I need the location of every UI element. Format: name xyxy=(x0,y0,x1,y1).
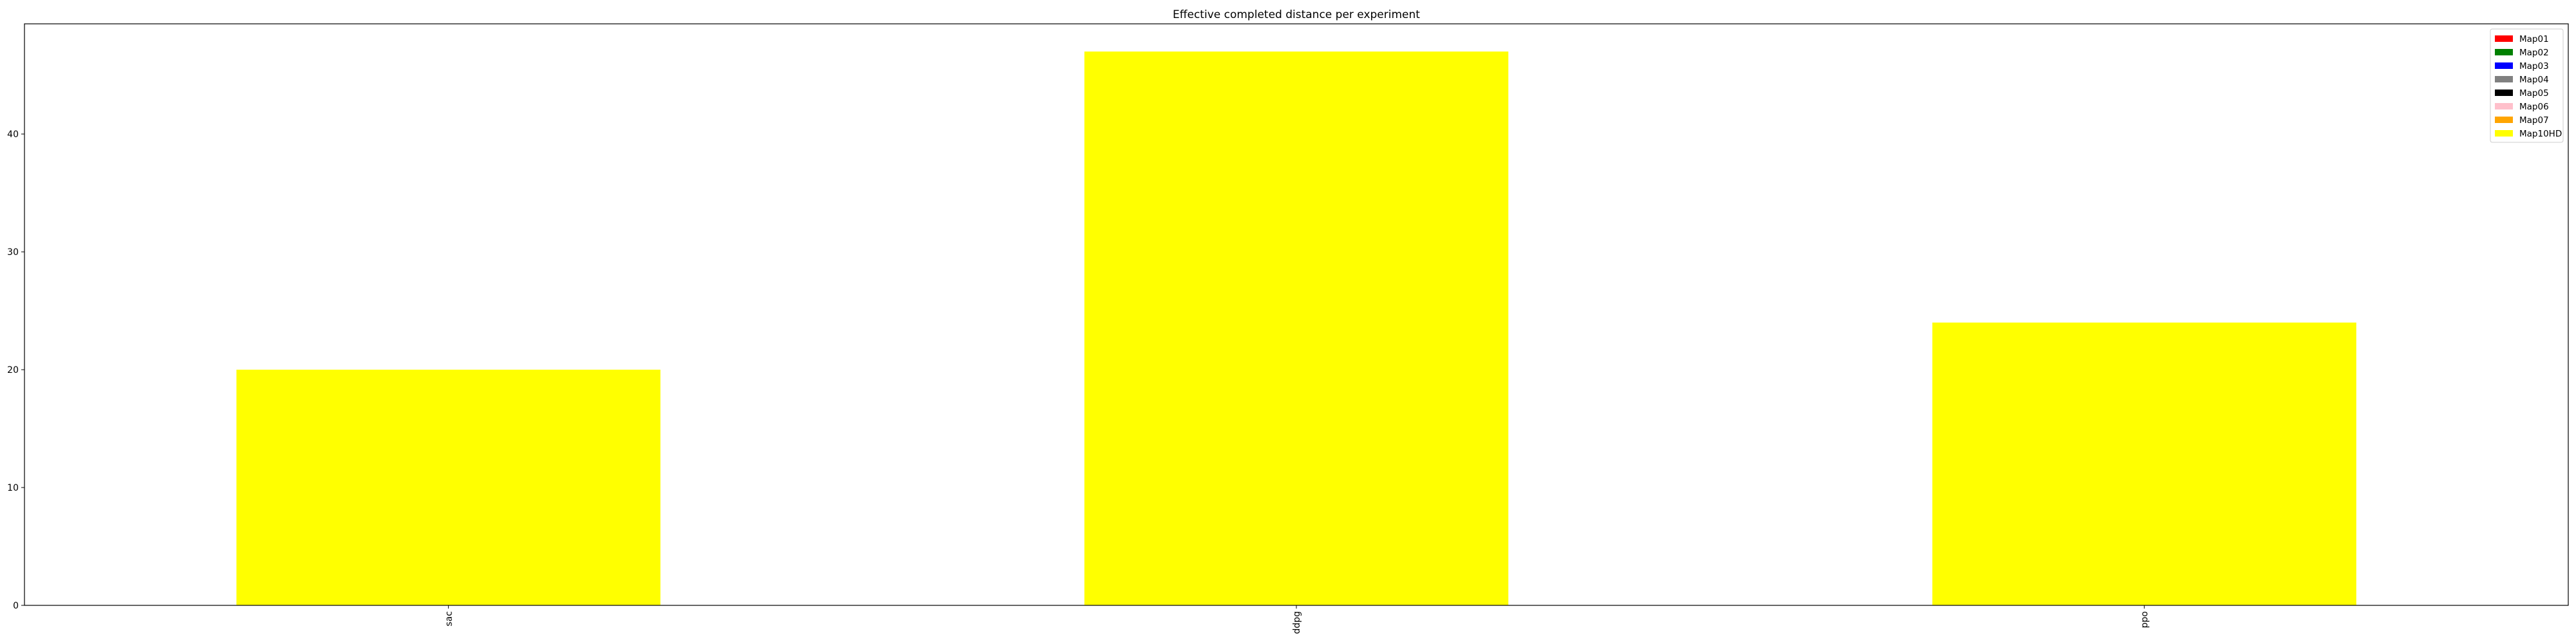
chart-title: Effective completed distance per experim… xyxy=(1173,8,1420,21)
legend-swatch-map01 xyxy=(2495,35,2513,42)
legend-swatch-map02 xyxy=(2495,49,2513,55)
bar-ddpg-map10hd xyxy=(1084,52,1509,605)
y-tick-label: 0 xyxy=(13,601,19,611)
legend-label-map03: Map03 xyxy=(2519,61,2549,71)
x-tick-label: ddpg xyxy=(1292,611,1302,634)
y-tick-label: 30 xyxy=(7,247,19,258)
legend: Map01 Map02 Map03 Map04 Map05 Map06 Map07 Map10… xyxy=(2490,28,2564,143)
legend-label-map07: Map07 xyxy=(2519,115,2549,126)
legend-swatch-map07 xyxy=(2495,117,2513,123)
bar-sac-map10hd xyxy=(236,370,661,605)
plot-area: sac ddpg ppo 0 10 20 30 40 xyxy=(7,23,2569,634)
legend-swatch-map05 xyxy=(2495,90,2513,96)
legend-label-map02: Map02 xyxy=(2519,48,2549,58)
legend-label-map06: Map06 xyxy=(2519,102,2549,112)
legend-label-map05: Map05 xyxy=(2519,88,2549,99)
legend-label-map01: Map01 xyxy=(2519,34,2549,44)
x-tick-label: sac xyxy=(444,611,454,627)
x-tick-label: ppo xyxy=(2140,611,2150,628)
legend-swatch-map04 xyxy=(2495,76,2513,82)
legend-label-map04: Map04 xyxy=(2519,75,2549,85)
y-tick-label: 40 xyxy=(7,129,19,140)
legend-swatch-map06 xyxy=(2495,103,2513,109)
legend-box xyxy=(2490,28,2564,143)
axes-frame xyxy=(24,23,2569,606)
y-tick-label: 20 xyxy=(7,365,19,375)
legend-label-map10hd: Map10HD xyxy=(2519,129,2562,139)
legend-swatch-map10hd xyxy=(2495,130,2513,137)
y-tick-label: 10 xyxy=(7,483,19,493)
legend-swatch-map03 xyxy=(2495,62,2513,69)
bar-ppo-map10hd xyxy=(1932,322,2356,605)
